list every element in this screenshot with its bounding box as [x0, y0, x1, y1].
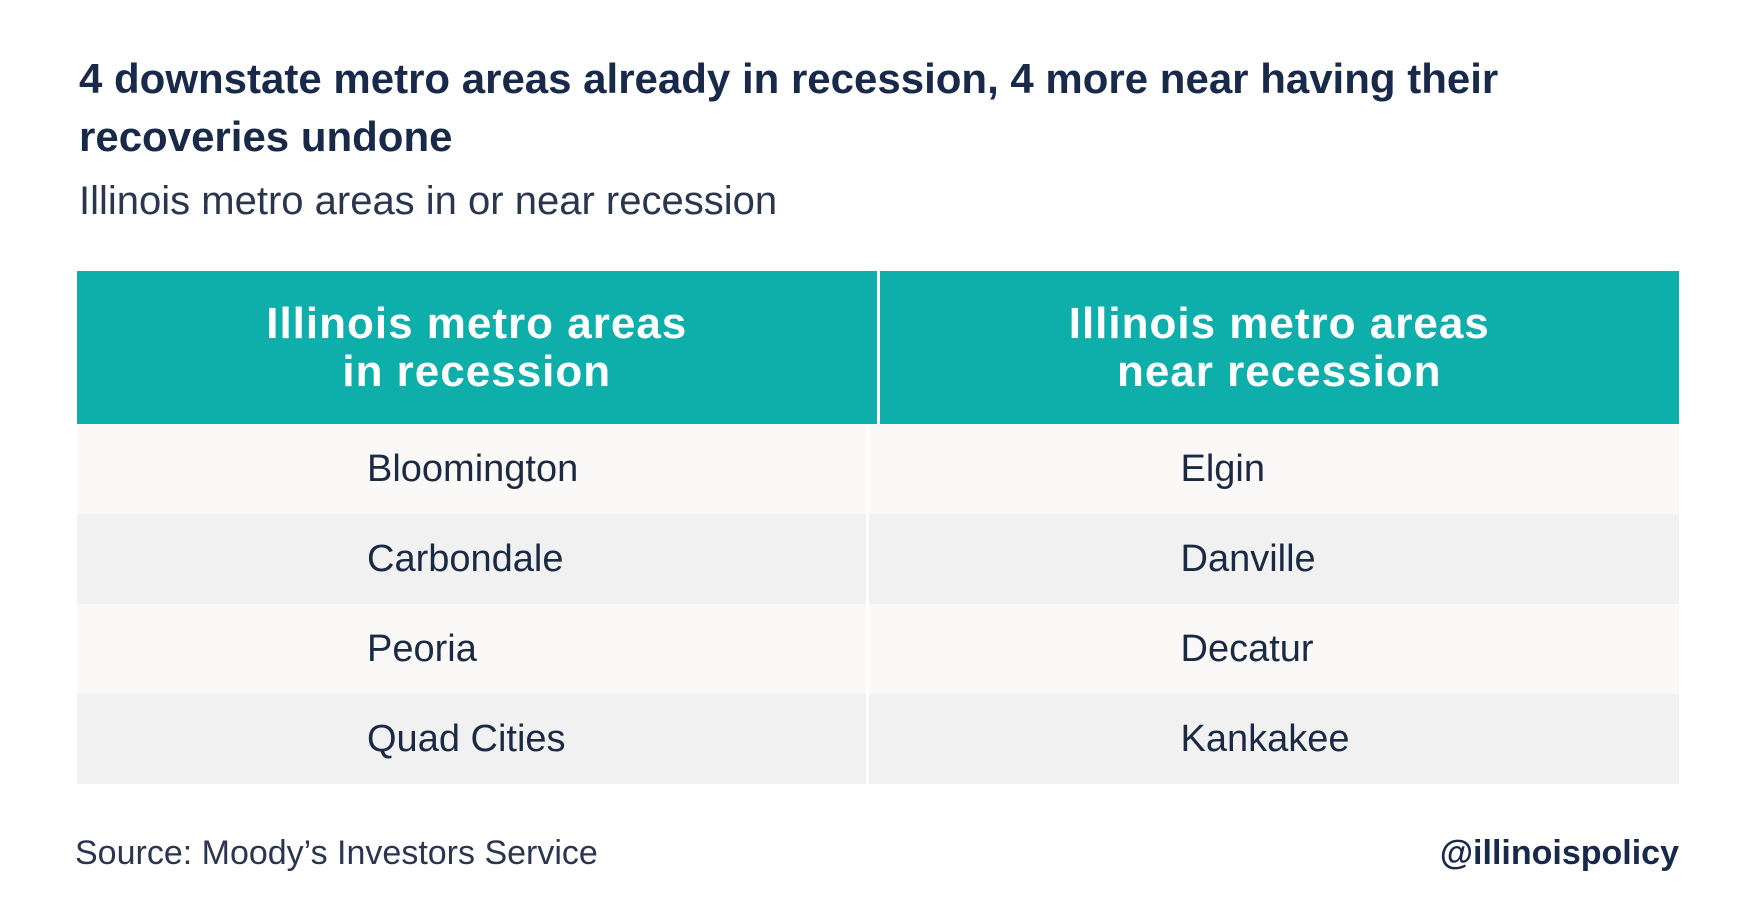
table-cell-in-recession: Quad Cities [367, 717, 566, 760]
chart-subtitle: Illinois metro areas in or near recessio… [79, 179, 778, 223]
table-row: Carbondale Danville [77, 514, 1679, 604]
column-header-near-recession: Illinois metro areas near recession [876, 271, 1680, 424]
table-row: Peoria Decatur [77, 604, 1679, 694]
table-cell-in-recession: Carbondale [367, 537, 564, 580]
table-cell-near-recession: Danville [865, 514, 1680, 604]
table-row: Quad Cities Kankakee [77, 694, 1679, 784]
table-cell-near-recession: Decatur [865, 604, 1680, 694]
chart-title: 4 downstate metro areas already in reces… [79, 55, 1499, 160]
social-handle: @illinoispolicy [1439, 834, 1679, 872]
table-cell-near-recession: Elgin [865, 424, 1680, 514]
table-cell-in-recession: Bloomington [367, 447, 579, 490]
column-header-in-recession: Illinois metro areas in recession [266, 298, 688, 396]
source-note: Source: Moody’s Investors Service [75, 834, 598, 872]
table-row: Bloomington Elgin [77, 424, 1679, 514]
recession-table: Illinois metro areas in recession Illino… [77, 271, 1679, 784]
table-cell-in-recession: Peoria [367, 627, 477, 670]
table-header-row: Illinois metro areas in recession Illino… [77, 271, 1679, 424]
table-cell-near-recession: Kankakee [865, 694, 1680, 784]
table-body: Bloomington Elgin Carbondale Danville Pe… [77, 424, 1679, 784]
